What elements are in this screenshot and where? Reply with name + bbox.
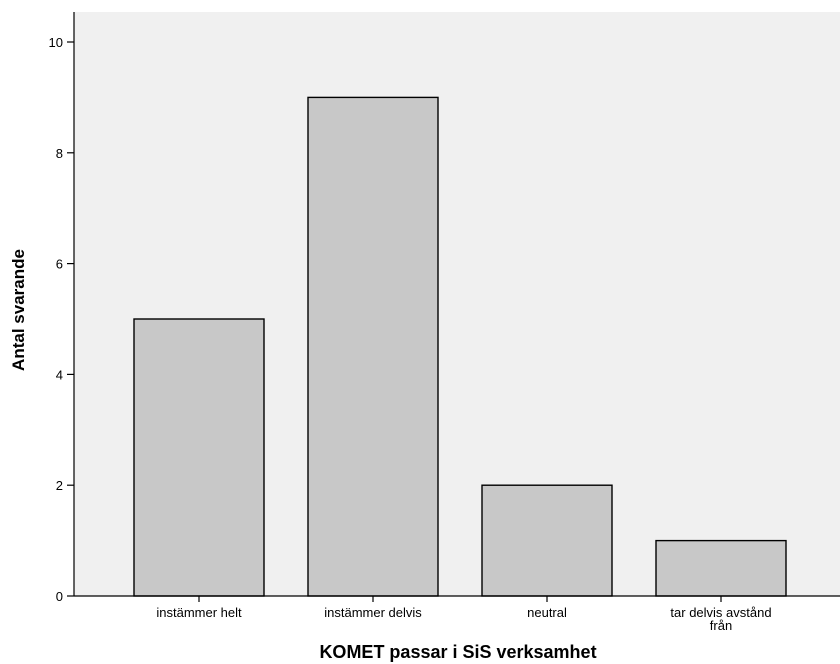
y-ticks-group: 0 2 4 6 8 10 <box>49 35 74 604</box>
bar <box>655 539 787 597</box>
y-tick-label: 6 <box>56 257 63 272</box>
y-tick-label: 10 <box>49 35 63 50</box>
y-tick-label: 4 <box>56 367 63 382</box>
y-axis-title: Antal svarande <box>9 249 28 371</box>
x-tick-label: från <box>710 618 732 633</box>
bars-group <box>133 96 787 597</box>
bar <box>133 318 265 597</box>
x-tick-label: tar delvis avstånd <box>670 605 771 620</box>
x-ticks-group: instämmer helt instämmer delvis neutral tar… <box>156 596 772 633</box>
x-axis-title: KOMET passar i SiS verksamhet <box>319 642 596 662</box>
y-tick-label: 8 <box>56 146 63 161</box>
bar <box>307 96 439 597</box>
axes-group <box>73 12 840 597</box>
x-tick-label: neutral <box>527 605 567 620</box>
x-tick-label: instämmer helt <box>156 605 242 620</box>
bar <box>481 484 613 597</box>
x-tick-label: instämmer delvis <box>324 605 422 620</box>
y-tick-label: 0 <box>56 589 63 604</box>
y-tick-label: 2 <box>56 478 63 493</box>
